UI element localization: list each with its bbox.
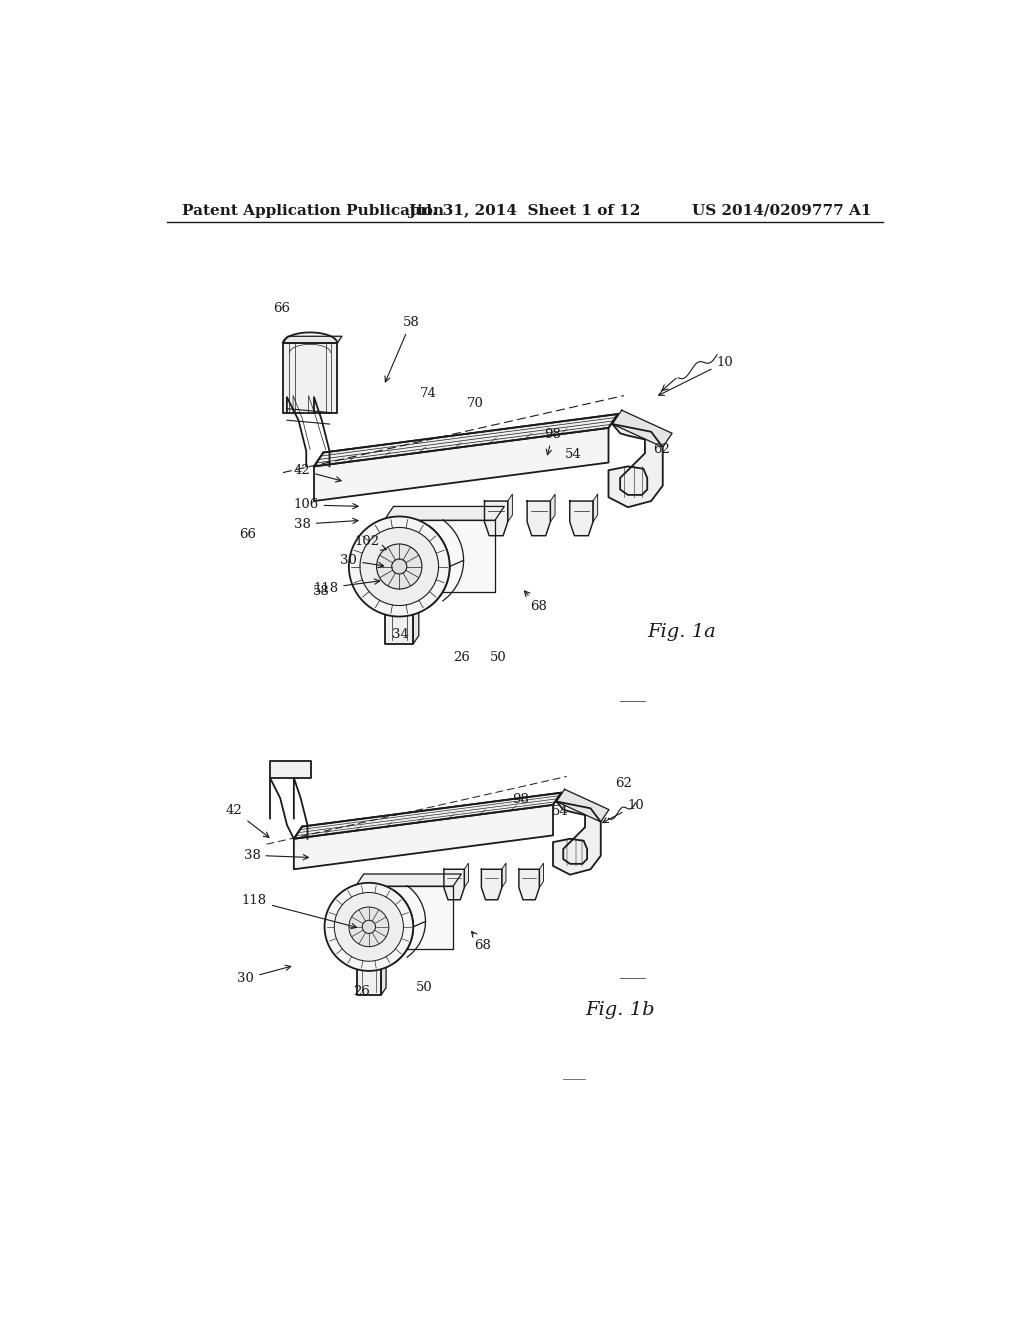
Polygon shape	[270, 760, 311, 777]
Text: 50: 50	[490, 651, 507, 664]
Text: 38: 38	[294, 517, 358, 531]
Text: 38: 38	[244, 849, 308, 862]
Text: 54: 54	[552, 805, 568, 818]
Polygon shape	[612, 411, 672, 447]
Text: 54: 54	[565, 449, 582, 462]
Polygon shape	[314, 428, 608, 502]
Text: 58: 58	[313, 585, 330, 598]
Polygon shape	[556, 789, 609, 822]
Circle shape	[349, 516, 450, 616]
Text: 62: 62	[615, 777, 633, 791]
Polygon shape	[355, 886, 453, 949]
Polygon shape	[508, 494, 512, 521]
Circle shape	[360, 528, 438, 606]
Polygon shape	[502, 863, 506, 887]
Text: 66: 66	[240, 528, 257, 541]
Text: 26: 26	[453, 651, 470, 664]
Polygon shape	[385, 602, 414, 644]
Text: US 2014/0209777 A1: US 2014/0209777 A1	[692, 203, 872, 218]
Text: 98: 98	[545, 428, 561, 455]
Text: 62: 62	[652, 444, 670, 455]
Text: Fig. 1a: Fig. 1a	[647, 623, 716, 642]
Text: Fig. 1b: Fig. 1b	[586, 1001, 655, 1019]
Text: 10: 10	[603, 799, 644, 822]
Text: Patent Application Publication: Patent Application Publication	[182, 203, 444, 218]
Text: 70: 70	[467, 397, 483, 409]
Circle shape	[362, 920, 376, 933]
Polygon shape	[384, 507, 504, 520]
Polygon shape	[381, 950, 386, 995]
Polygon shape	[414, 593, 419, 644]
Text: 34: 34	[392, 628, 410, 640]
Polygon shape	[355, 874, 461, 886]
Text: Jul. 31, 2014  Sheet 1 of 12: Jul. 31, 2014 Sheet 1 of 12	[409, 203, 641, 218]
Circle shape	[334, 892, 403, 961]
Text: 50: 50	[416, 981, 432, 994]
Text: 74: 74	[420, 387, 437, 400]
Text: 58: 58	[385, 315, 419, 381]
Polygon shape	[384, 520, 495, 591]
Circle shape	[349, 907, 389, 946]
Text: 98: 98	[512, 793, 528, 807]
Polygon shape	[540, 863, 544, 887]
Text: 102: 102	[354, 536, 386, 550]
Text: 30: 30	[238, 965, 291, 985]
Circle shape	[325, 883, 414, 972]
Text: 42: 42	[226, 804, 269, 837]
Polygon shape	[527, 502, 550, 536]
Polygon shape	[481, 870, 502, 900]
Polygon shape	[294, 805, 553, 870]
Circle shape	[392, 558, 407, 574]
Polygon shape	[464, 863, 468, 887]
Text: 106: 106	[294, 499, 358, 511]
Polygon shape	[283, 337, 342, 343]
Text: 68: 68	[524, 591, 547, 612]
Text: 30: 30	[340, 554, 384, 568]
Polygon shape	[283, 343, 337, 412]
Text: 26: 26	[353, 985, 371, 998]
Polygon shape	[356, 958, 381, 995]
Polygon shape	[569, 502, 593, 536]
Text: 66: 66	[273, 302, 290, 315]
Polygon shape	[294, 793, 561, 838]
Polygon shape	[593, 494, 598, 521]
Text: 68: 68	[472, 932, 492, 952]
Circle shape	[377, 544, 422, 589]
Polygon shape	[553, 801, 601, 875]
Text: 10: 10	[658, 356, 733, 395]
Polygon shape	[314, 414, 617, 466]
Text: 118: 118	[313, 579, 380, 594]
Polygon shape	[550, 494, 555, 521]
Text: 42: 42	[293, 463, 341, 482]
Text: 118: 118	[242, 894, 356, 928]
Polygon shape	[443, 870, 464, 900]
Polygon shape	[608, 424, 663, 507]
Polygon shape	[519, 870, 540, 900]
Polygon shape	[484, 502, 508, 536]
